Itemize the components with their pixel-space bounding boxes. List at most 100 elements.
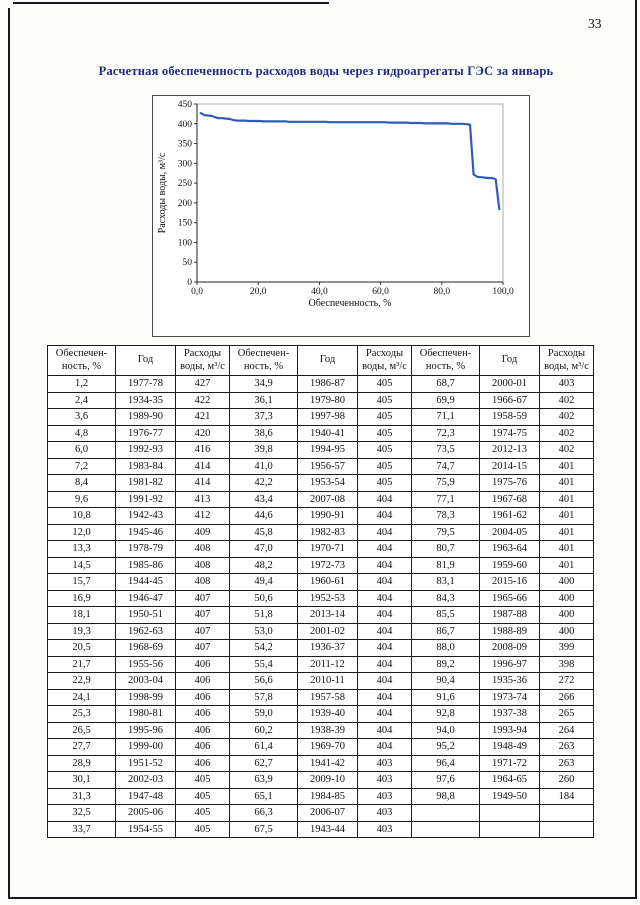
table-cell: 408 xyxy=(175,556,230,574)
table-cell: 79,5 xyxy=(411,523,480,541)
table-cell: 1968-69 xyxy=(115,639,176,657)
table-cell: 421 xyxy=(175,408,230,426)
table-cell: 407 xyxy=(175,639,230,657)
table-cell: 47,0 xyxy=(229,540,298,558)
table-cell: 15,7 xyxy=(47,573,116,591)
table-cell: 184 xyxy=(539,787,594,805)
table-cell: 405 xyxy=(357,457,412,475)
table-cell: 2013-14 xyxy=(297,606,358,624)
table-cell: 66,3 xyxy=(229,804,298,822)
table-cell: 2006-07 xyxy=(297,804,358,822)
table-cell: 48,2 xyxy=(229,556,298,574)
table-cell: 1954-55 xyxy=(115,820,176,838)
table-cell: 2011-12 xyxy=(297,655,358,673)
table-cell: 2002-03 xyxy=(115,771,176,789)
table-cell: 59,0 xyxy=(229,705,298,723)
table-cell: 405 xyxy=(357,474,412,492)
table-cell: 1952-53 xyxy=(297,589,358,607)
scan-frame-bottom xyxy=(8,897,637,899)
table-cell: 92,8 xyxy=(411,705,480,723)
table-cell: 1941-42 xyxy=(297,754,358,772)
table-cell: 1958-59 xyxy=(479,408,540,426)
table-cell: 26,5 xyxy=(47,721,116,739)
table-cell: 8,4 xyxy=(47,474,116,492)
chart-text: 450 xyxy=(178,100,193,110)
table-cell: 90,4 xyxy=(411,672,480,690)
table-row: 6,0 1992-93 416 39,8 1994-95 405 73,5 2012-13 40… xyxy=(47,441,594,459)
table-cell: 404 xyxy=(357,490,412,508)
table-cell: 260 xyxy=(539,771,594,789)
table-cell: 1974-75 xyxy=(479,424,540,442)
table-cell: 41,0 xyxy=(229,457,298,475)
table-cell: 2004-05 xyxy=(479,523,540,541)
table-cell: 272 xyxy=(539,672,594,690)
table-cell: 12,0 xyxy=(47,523,116,541)
table-cell: 33,7 xyxy=(47,820,116,838)
table-cell: 1965-66 xyxy=(479,589,540,607)
table-cell: 1985-86 xyxy=(115,556,176,574)
table-cell: 94,0 xyxy=(411,721,480,739)
table-cell: 9,6 xyxy=(47,490,116,508)
scan-frame-top xyxy=(13,2,329,4)
table-cell xyxy=(479,804,540,822)
table-cell: 14,5 xyxy=(47,556,116,574)
table-cell: 1984-85 xyxy=(297,787,358,805)
table-cell: 404 xyxy=(357,705,412,723)
table-cell: 1980-81 xyxy=(115,705,176,723)
table-cell: 1942-43 xyxy=(115,507,176,525)
table-row: 21,7 1955-56 406 55,4 2011-12 404 89,2 1996-97 3… xyxy=(47,655,594,673)
table-cell: 399 xyxy=(539,639,594,657)
table-cell: 27,7 xyxy=(47,738,116,756)
table-cell: 1976-77 xyxy=(115,424,176,442)
table-cell: 24,1 xyxy=(47,688,116,706)
table-header-cell: Год xyxy=(297,345,358,376)
chart-text: 100,0 xyxy=(492,287,514,297)
table-row: 26,5 1995-96 406 60,2 1938-39 404 94,0 1993-94 2… xyxy=(47,721,594,739)
table-row: 10,8 1942-43 412 44,6 1990-91 404 78,3 1961-62 4… xyxy=(47,507,594,525)
table-row: 28,9 1951-52 406 62,7 1941-42 403 96,4 1971-72 2… xyxy=(47,754,594,772)
table-cell: 38,6 xyxy=(229,424,298,442)
table-header-cell: Обеспечен- ность, % xyxy=(229,345,298,376)
table-cell: 1995-96 xyxy=(115,721,176,739)
table-cell: 405 xyxy=(357,441,412,459)
table-cell: 1953-54 xyxy=(297,474,358,492)
document-title: Расчетная обеспеченность расходов воды ч… xyxy=(98,64,554,78)
table-cell: 31,3 xyxy=(47,787,116,805)
table-cell: 1934-35 xyxy=(115,391,176,409)
table-cell: 1944-45 xyxy=(115,573,176,591)
table-header-cell: Год xyxy=(479,345,540,376)
flow-data-table: Обеспечен- ность, % Год Расходы воды, м³/с… xyxy=(47,345,594,838)
table-cell: 84,3 xyxy=(411,589,480,607)
table-cell: 10,8 xyxy=(47,507,116,525)
table-cell: 1978-79 xyxy=(115,540,176,558)
table-cell xyxy=(539,820,594,838)
table-row: 14,5 1985-86 408 48,2 1972-73 404 81,9 1959-60 4… xyxy=(47,556,594,574)
table-cell: 1983-84 xyxy=(115,457,176,475)
table-cell: 30,1 xyxy=(47,771,116,789)
table-cell: 72,3 xyxy=(411,424,480,442)
table-cell: 404 xyxy=(357,556,412,574)
table-cell: 1936-37 xyxy=(297,639,358,657)
table-cell: 403 xyxy=(357,771,412,789)
table-cell: 1,2 xyxy=(47,375,116,393)
table-cell: 1945-46 xyxy=(115,523,176,541)
table-cell: 402 xyxy=(539,441,594,459)
table-cell: 2001-02 xyxy=(297,622,358,640)
table-cell: 77,1 xyxy=(411,490,480,508)
table-row: 33,7 1954-55 405 67,5 1943-44 403 xyxy=(47,820,594,838)
table-cell: 1956-57 xyxy=(297,457,358,475)
table-cell: 1948-49 xyxy=(479,738,540,756)
table-cell: 21,7 xyxy=(47,655,116,673)
table-cell: 400 xyxy=(539,573,594,591)
table-cell: 401 xyxy=(539,540,594,558)
chart-text: 150 xyxy=(178,219,193,229)
table-cell: 407 xyxy=(175,606,230,624)
table-cell: 405 xyxy=(175,771,230,789)
table-cell: 408 xyxy=(175,540,230,558)
table-cell: 1960-61 xyxy=(297,573,358,591)
table-cell: 1967-68 xyxy=(479,490,540,508)
table-cell: 60,2 xyxy=(229,721,298,739)
table-cell: 1935-36 xyxy=(479,672,540,690)
table-cell: 1950-51 xyxy=(115,606,176,624)
table-cell: 1996-97 xyxy=(479,655,540,673)
